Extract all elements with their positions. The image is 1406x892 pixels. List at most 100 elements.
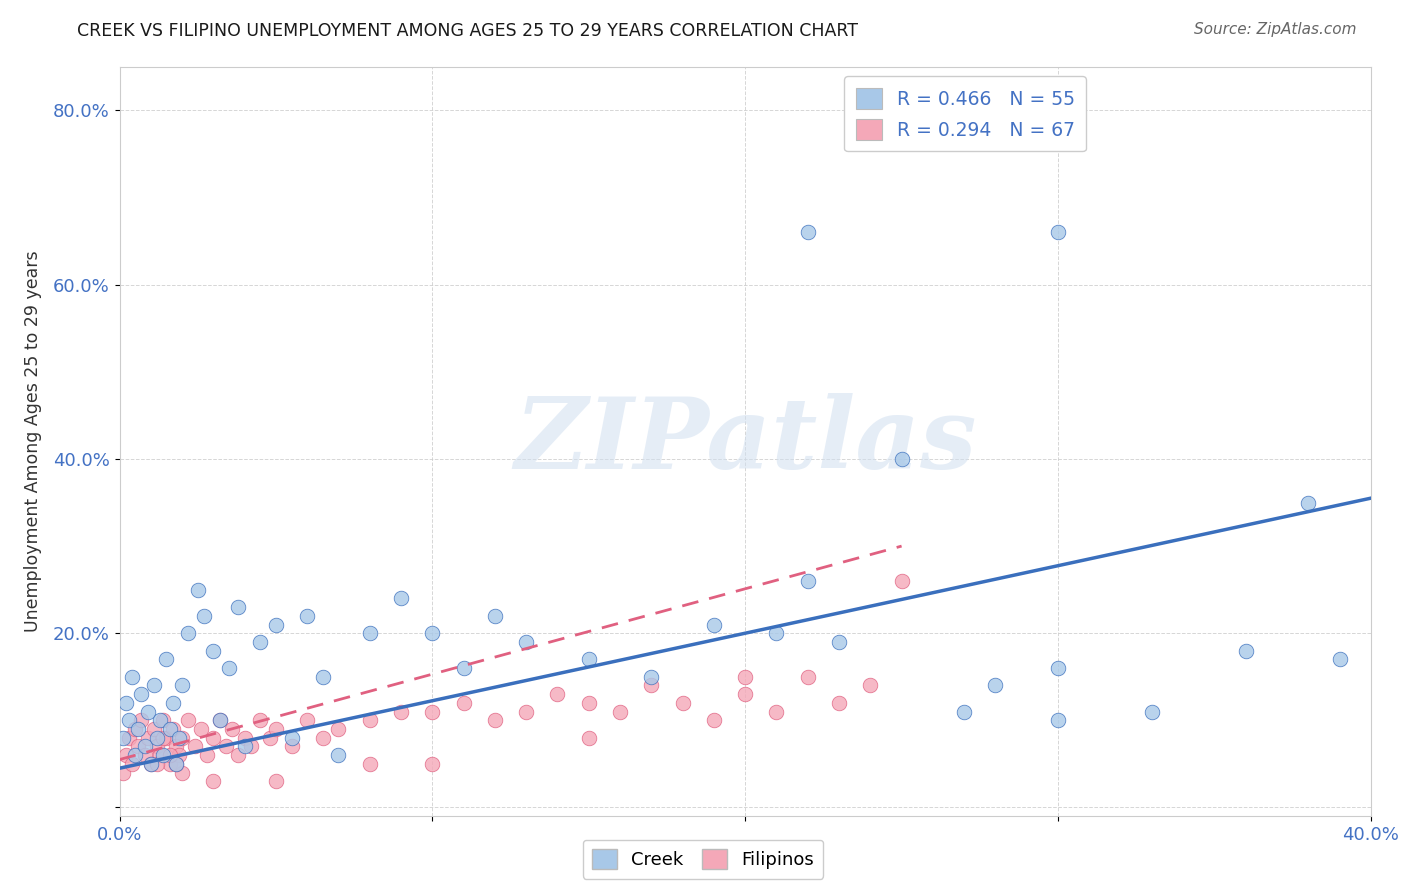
Point	[215, 739, 238, 754]
Point	[172, 731, 194, 745]
Point	[149, 714, 172, 728]
Point	[121, 670, 143, 684]
Point	[121, 756, 143, 771]
Point	[484, 714, 506, 728]
Point	[297, 608, 319, 623]
Legend: Creek, Filipinos: Creek, Filipinos	[582, 839, 824, 879]
Point	[859, 678, 882, 692]
Point	[172, 678, 194, 692]
Point	[1046, 714, 1069, 728]
Text: ZIPatlas: ZIPatlas	[515, 393, 976, 490]
Point	[672, 696, 695, 710]
Point	[233, 739, 256, 754]
Point	[1234, 643, 1257, 657]
Point	[165, 739, 187, 754]
Point	[515, 635, 537, 649]
Point	[328, 722, 350, 736]
Point	[703, 714, 725, 728]
Point	[165, 756, 187, 771]
Point	[1046, 661, 1069, 675]
Point	[136, 731, 159, 745]
Point	[139, 756, 162, 771]
Point	[142, 678, 165, 692]
Point	[118, 731, 141, 745]
Y-axis label: Unemployment Among Ages 25 to 29 years: Unemployment Among Ages 25 to 29 years	[24, 251, 42, 632]
Point	[114, 748, 136, 763]
Point	[1296, 495, 1319, 509]
Point	[515, 705, 537, 719]
Point	[131, 714, 153, 728]
Point	[134, 748, 156, 763]
Point	[389, 705, 412, 719]
Legend: R = 0.466   N = 55, R = 0.294   N = 67: R = 0.466 N = 55, R = 0.294 N = 67	[845, 77, 1087, 152]
Point	[640, 678, 662, 692]
Point	[734, 670, 756, 684]
Point	[149, 748, 172, 763]
Point	[734, 687, 756, 701]
Point	[152, 714, 174, 728]
Point	[389, 591, 412, 606]
Point	[312, 731, 335, 745]
Point	[124, 722, 146, 736]
Point	[162, 696, 184, 710]
Point	[264, 722, 287, 736]
Point	[146, 756, 169, 771]
Point	[146, 731, 169, 745]
Point	[139, 756, 162, 771]
Point	[578, 652, 600, 666]
Point	[183, 739, 205, 754]
Point	[159, 756, 181, 771]
Point	[765, 626, 787, 640]
Point	[359, 626, 381, 640]
Point	[953, 705, 976, 719]
Point	[890, 452, 912, 467]
Point	[134, 739, 156, 754]
Point	[142, 722, 165, 736]
Point	[828, 635, 851, 649]
Point	[239, 739, 262, 754]
Text: Source: ZipAtlas.com: Source: ZipAtlas.com	[1194, 22, 1357, 37]
Point	[259, 731, 281, 745]
Point	[195, 748, 218, 763]
Point	[297, 714, 319, 728]
Point	[578, 696, 600, 710]
Point	[796, 574, 818, 588]
Point	[111, 765, 134, 780]
Point	[127, 722, 149, 736]
Point	[165, 756, 187, 771]
Point	[796, 226, 818, 240]
Point	[422, 705, 444, 719]
Point	[152, 748, 174, 763]
Point	[422, 626, 444, 640]
Point	[167, 731, 190, 745]
Point	[484, 608, 506, 623]
Point	[264, 617, 287, 632]
Point	[162, 722, 184, 736]
Point	[264, 774, 287, 789]
Point	[177, 714, 200, 728]
Point	[359, 714, 381, 728]
Point	[228, 748, 250, 763]
Point	[233, 731, 256, 745]
Point	[328, 748, 350, 763]
Point	[984, 678, 1007, 692]
Point	[155, 731, 177, 745]
Text: CREEK VS FILIPINO UNEMPLOYMENT AMONG AGES 25 TO 29 YEARS CORRELATION CHART: CREEK VS FILIPINO UNEMPLOYMENT AMONG AGE…	[77, 22, 858, 40]
Point	[453, 661, 475, 675]
Point	[131, 687, 153, 701]
Point	[221, 722, 243, 736]
Point	[146, 739, 169, 754]
Point	[280, 739, 302, 754]
Point	[640, 670, 662, 684]
Point	[609, 705, 631, 719]
Point	[249, 635, 271, 649]
Point	[453, 696, 475, 710]
Point	[172, 765, 194, 780]
Point	[167, 748, 190, 763]
Point	[228, 600, 250, 615]
Point	[208, 714, 231, 728]
Point	[765, 705, 787, 719]
Point	[111, 731, 134, 745]
Point	[187, 582, 209, 597]
Point	[202, 774, 225, 789]
